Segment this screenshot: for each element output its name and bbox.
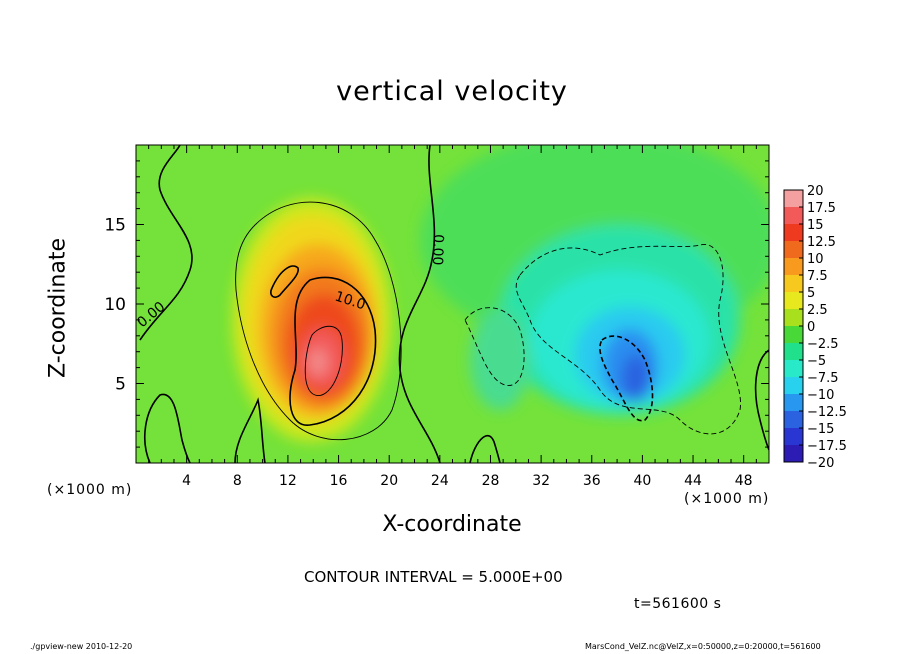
colorbar-label: −15 — [807, 422, 834, 437]
colorbar-label: 10 — [807, 252, 824, 267]
colorbar-swatch — [784, 326, 803, 343]
colorbar-swatch — [784, 360, 803, 377]
y-axis-label: Z-coordinate — [45, 238, 71, 378]
x-tick-label: 20 — [380, 473, 398, 489]
colorbar-swatch — [784, 394, 803, 411]
contour-zero-bottom — [469, 434, 501, 463]
colorbar-label: 2.5 — [807, 303, 828, 318]
time-label: t=561600 s — [634, 596, 722, 612]
colorbar-swatch — [784, 275, 803, 292]
colorbar-label: 20 — [807, 184, 824, 199]
contour-ten-small — [270, 265, 299, 298]
y-axis-ticks: 5 10 15 — [104, 160, 769, 448]
y-tick-label: 15 — [104, 216, 126, 236]
colorbar-swatch — [784, 190, 803, 207]
colorbar-label: −20 — [807, 456, 834, 471]
colorbar-swatch — [784, 445, 803, 462]
colorbar: 20 17.5 15 12.5 10 7.5 5 2.5 0 −2.5 −5 −7.5 −10 −12.5… — [783, 184, 847, 471]
x-tick-label: 44 — [684, 473, 702, 489]
contour-five-outer — [235, 201, 402, 441]
x-tick-label: 24 — [431, 473, 449, 489]
chart-title: vertical velocity — [336, 76, 568, 107]
colorbar-label: 17.5 — [807, 201, 836, 216]
velocity-field — [136, 145, 769, 463]
x-tick-label: 40 — [633, 473, 651, 489]
footer-left: ./gpview-new 2010-12-20 — [30, 642, 133, 651]
y-tick-label: 5 — [115, 375, 126, 395]
x-tick-label: 48 — [735, 473, 753, 489]
contour-zero-center — [398, 145, 441, 463]
colorbar-label: −17.5 — [807, 439, 847, 454]
colorbar-swatch — [784, 207, 803, 224]
x-unit-label-left: (×1000 m) — [47, 482, 133, 498]
contour-fifteen — [304, 325, 343, 396]
contour-zero-left — [139, 145, 193, 341]
colorbar-swatch — [784, 343, 803, 360]
colorbar-label: 15 — [807, 218, 824, 233]
colorbar-label: 0 — [807, 320, 815, 335]
colorbar-label: −12.5 — [807, 405, 847, 420]
x-axis-label: X-coordinate — [382, 512, 522, 537]
colorbar-label: −5 — [807, 354, 826, 369]
colorbar-swatch — [784, 224, 803, 241]
contour-interval-label: CONTOUR INTERVAL = 5.000E+00 — [304, 568, 563, 586]
contour-neg-left — [464, 307, 525, 386]
colorbar-swatch — [784, 309, 803, 326]
colorbar-swatch — [784, 428, 803, 445]
colorbar-label: −7.5 — [807, 371, 839, 386]
colorbar-swatch — [784, 292, 803, 309]
contour-neg-inner — [599, 335, 654, 422]
x-tick-label: 32 — [532, 473, 550, 489]
colorbar-swatch — [784, 411, 803, 428]
footer-right: MarsCond_VelZ.nc@VelZ,x=0:50000,z=0:2000… — [585, 642, 821, 651]
x-tick-label: 4 — [182, 473, 191, 489]
colorbar-label: −2.5 — [807, 337, 839, 352]
contour-neg-outer — [515, 244, 741, 435]
contour-zero-bottom-mid — [234, 397, 266, 463]
y-tick-label: 10 — [104, 295, 126, 315]
contour-ten — [289, 276, 377, 426]
colorbar-swatch — [784, 377, 803, 394]
contour-label-zero-center: 0.00 — [429, 234, 446, 266]
x-tick-label: 8 — [233, 473, 242, 489]
colorbar-swatch — [784, 258, 803, 275]
x-unit-label-right: (×1000 m) — [684, 491, 770, 507]
colorbar-label: 12.5 — [807, 235, 836, 250]
colorbar-label: −10 — [807, 388, 834, 403]
colorbar-label: 7.5 — [807, 269, 828, 284]
x-tick-label: 16 — [330, 473, 348, 489]
x-axis-ticks: 4 8 12 16 20 24 28 32 36 40 44 48 — [148, 145, 757, 489]
x-tick-label: 28 — [482, 473, 500, 489]
x-tick-label: 12 — [279, 473, 297, 489]
x-tick-label: 36 — [583, 473, 601, 489]
colorbar-label: 5 — [807, 286, 815, 301]
colorbar-swatch — [784, 241, 803, 258]
